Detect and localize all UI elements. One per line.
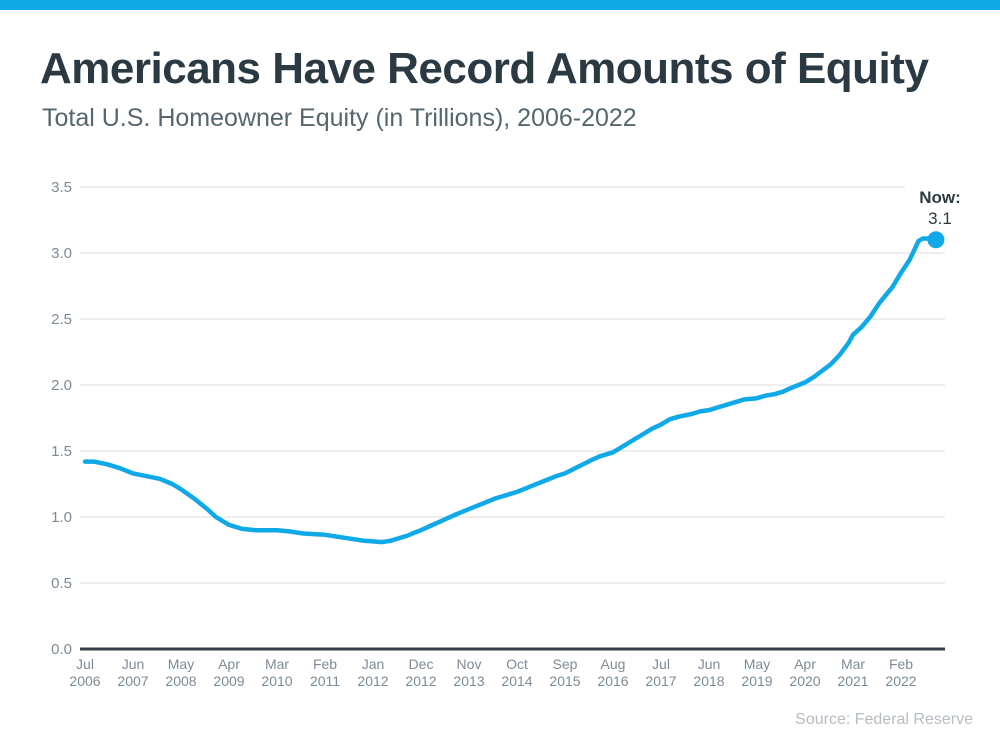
x-tick-label: Mar 2010 bbox=[261, 656, 293, 689]
x-tick-label: Aug 2016 bbox=[597, 656, 629, 689]
x-tick-label: Jul 2006 bbox=[69, 656, 101, 689]
x-tick-label: May 2019 bbox=[741, 656, 773, 689]
y-tick-label: 2.0 bbox=[51, 377, 72, 394]
y-tick-label: 0.0 bbox=[51, 641, 72, 658]
x-tick-label: Dec 2012 bbox=[405, 656, 437, 689]
x-tick-label: May 2008 bbox=[165, 656, 197, 689]
x-tick-label: Feb 2011 bbox=[309, 656, 341, 689]
now-annotation: Now: 3.1 bbox=[898, 187, 982, 229]
equity-line-series bbox=[82, 236, 939, 545]
end-point-marker bbox=[927, 231, 945, 249]
now-annotation-value: 3.1 bbox=[928, 209, 952, 228]
x-tick-label: Jun 2018 bbox=[693, 656, 725, 689]
x-tick-label: Apr 2020 bbox=[789, 656, 821, 689]
chart-subtitle: Total U.S. Homeowner Equity (in Trillion… bbox=[42, 104, 637, 132]
source-credit: Source: Federal Reserve bbox=[795, 711, 973, 728]
y-tick-label: 3.0 bbox=[51, 245, 72, 262]
now-annotation-label: Now: bbox=[919, 188, 961, 207]
x-tick-label: Mar 2021 bbox=[837, 656, 869, 689]
x-tick-label: Sep 2015 bbox=[549, 656, 581, 689]
y-tick-label: 3.5 bbox=[51, 179, 72, 196]
x-tick-label: Jun 2007 bbox=[117, 656, 149, 689]
y-tick-label: 2.5 bbox=[51, 311, 72, 328]
page-title: Americans Have Record Amounts of Equity bbox=[40, 44, 929, 93]
y-tick-label: 1.5 bbox=[51, 443, 72, 460]
x-tick-label: Apr 2009 bbox=[213, 656, 245, 689]
x-tick-label: Jul 2017 bbox=[645, 656, 677, 689]
x-tick-label: Jan 2012 bbox=[357, 656, 389, 689]
top-accent-bar bbox=[0, 0, 1000, 10]
y-tick-label: 0.5 bbox=[51, 575, 72, 592]
x-tick-label: Oct 2014 bbox=[501, 656, 533, 689]
x-tick-label: Nov 2013 bbox=[453, 656, 485, 689]
x-tick-label: Feb 2022 bbox=[885, 656, 917, 689]
y-tick-label: 1.0 bbox=[51, 509, 72, 526]
